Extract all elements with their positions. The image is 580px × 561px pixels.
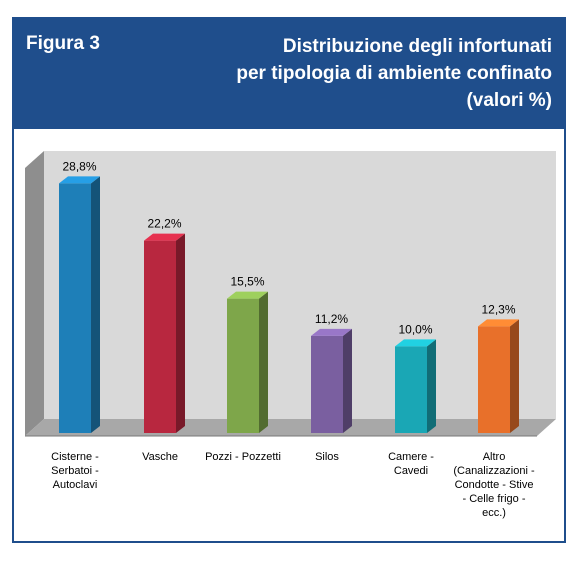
data-label: 28,8% (62, 159, 96, 173)
bar-top (311, 328, 352, 336)
bar-front (311, 335, 343, 433)
bar-top (478, 319, 519, 327)
category-label: Pozzi - Pozzetti (205, 451, 281, 463)
category-label: Silos (315, 451, 339, 463)
bar-top (144, 233, 185, 241)
category-label: Camere - Cavedi (388, 451, 434, 477)
bar-side (91, 176, 100, 433)
bar-side (176, 233, 185, 433)
chart-side-wall (25, 151, 44, 436)
bar-front (144, 240, 176, 433)
bar-front (227, 298, 259, 433)
bar-side (259, 291, 268, 433)
data-label: 22,2% (147, 217, 181, 231)
category-label: Vasche (142, 451, 178, 463)
data-label: 15,5% (230, 275, 264, 289)
figure-title: Distribuzione degli infortunati per tipo… (236, 36, 552, 111)
bar-top (395, 339, 436, 347)
bar-side (427, 339, 436, 433)
category-label: Altro (Canalizzazioni - Condotte - Stive… (453, 451, 535, 519)
bar-front (59, 183, 91, 433)
data-label: 12,3% (481, 302, 515, 316)
chart-floor (25, 419, 556, 436)
figure-label: Figura 3 (26, 33, 100, 54)
bar-side (510, 319, 519, 433)
category-label: Cisterne - Serbatoi - Autoclavi (51, 451, 99, 491)
bar-side (343, 328, 352, 433)
bar-front (478, 326, 510, 433)
bar-top (227, 291, 268, 299)
data-label: 11,2% (315, 312, 348, 326)
bar-top (59, 176, 100, 184)
bar-front (395, 346, 427, 433)
figure-header: Figura 3 Distribuzione degli infortunati… (14, 19, 564, 129)
bars-layer: 28,8% 22,2% 15,5% 11,2% 10,0% 12,3% (59, 159, 519, 433)
data-label: 10,0% (398, 322, 432, 336)
